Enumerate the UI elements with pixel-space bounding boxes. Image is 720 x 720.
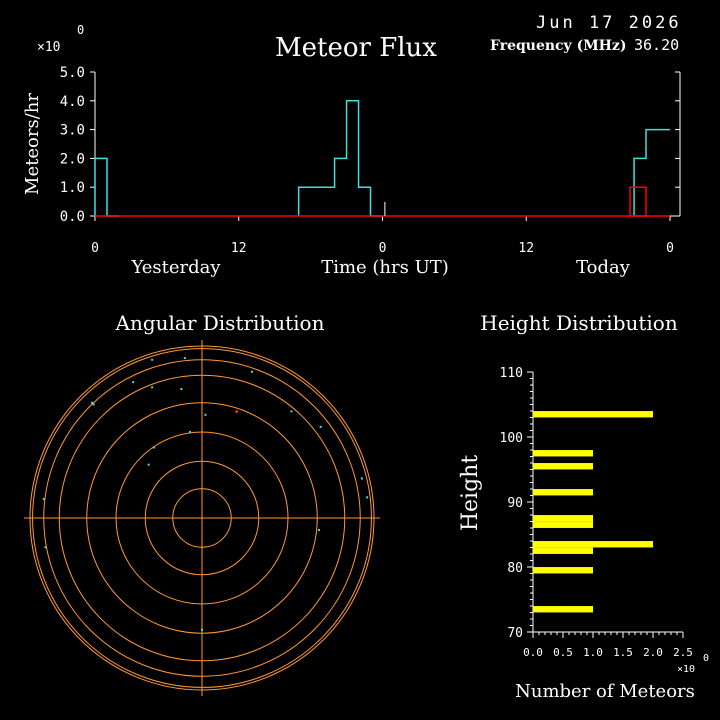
flux-current-hour-box <box>629 186 647 217</box>
height-bar <box>533 521 593 528</box>
height-exponent-power: 0 <box>703 653 709 664</box>
angular-chart <box>24 340 380 696</box>
height-x-tick-label: 0.5 <box>553 646 573 659</box>
angular-point <box>360 477 363 480</box>
height-x-tick-label: 0.0 <box>523 646 543 659</box>
angular-point <box>319 425 322 428</box>
angular-point-alt <box>235 410 238 413</box>
flux-exponent-power: 0 <box>77 23 84 37</box>
angular-point <box>42 498 45 501</box>
flux-series-line <box>94 100 670 217</box>
height-x-label: Number of Meteors <box>515 681 695 702</box>
height-title: Height Distribution <box>480 311 678 335</box>
height-y-tick-label: 80 <box>507 561 523 576</box>
flux-y-tick-label: 5.0 <box>60 65 85 81</box>
flux-x-tick-label: 12 <box>231 241 247 256</box>
angular-point <box>204 413 207 416</box>
height-bar <box>533 463 593 470</box>
height-y-tick-label: 70 <box>507 626 523 641</box>
height-x-tick-label: 1.0 <box>583 646 603 659</box>
angular-point <box>151 386 154 389</box>
angular-point <box>201 628 203 631</box>
angular-point <box>147 463 150 466</box>
flux-y-tick-label: 4.0 <box>60 94 85 110</box>
angular-point <box>250 370 253 373</box>
flux-y-label: Meteors/hr <box>22 93 43 195</box>
flux-exponent-base: ×10 <box>37 40 60 55</box>
angular-point <box>152 446 155 449</box>
angular-point <box>317 529 320 532</box>
flux-y-tick-label: 2.0 <box>60 151 85 167</box>
flux-x-label: Time (hrs UT) <box>321 257 449 278</box>
flux-chart: 0.0 1.0 2.0 3.0 4.0 5.0 0 12 0 12 0 Meteors/hr Ye… <box>22 65 681 278</box>
angular-point <box>90 401 93 404</box>
height-bar <box>533 606 593 613</box>
angular-point <box>44 546 47 549</box>
height-y-tick-label: 100 <box>500 431 523 446</box>
height-bar <box>533 450 593 457</box>
flux-y-tick-label: 3.0 <box>60 123 85 139</box>
flux-x-tick-label: 0 <box>91 241 99 256</box>
height-chart: 70 80 90 100 110 0.0 0.5 1.0 1.5 2.0 2.5 Height N… <box>458 366 709 702</box>
angular-point <box>366 496 369 499</box>
height-y-tick-label: 110 <box>500 366 523 381</box>
height-bar <box>533 567 593 574</box>
angular-point <box>290 410 293 413</box>
height-exponent-base: ×10 <box>677 664 695 675</box>
height-bar <box>533 541 653 548</box>
angular-point <box>183 357 186 360</box>
height-y-tick-label: 90 <box>507 496 523 511</box>
angular-point <box>151 358 154 361</box>
angular-title: Angular Distribution <box>115 311 325 335</box>
flux-today-label: Today <box>576 257 631 278</box>
height-bar <box>533 411 653 418</box>
flux-x-tick-label: 12 <box>518 241 534 256</box>
page-title: Meteor Flux <box>275 33 437 63</box>
angular-point <box>188 431 191 433</box>
height-bar <box>533 547 593 554</box>
height-x-tick-label: 2.0 <box>643 646 663 659</box>
frequency-value: 36.20 <box>634 36 679 54</box>
height-bar <box>533 489 593 496</box>
height-x-tick-label: 1.5 <box>613 646 633 659</box>
flux-y-tick-label: 1.0 <box>60 180 85 196</box>
flux-yesterday-label: Yesterday <box>130 257 221 278</box>
angular-point <box>180 388 183 390</box>
height-bar <box>533 515 593 522</box>
angular-point <box>92 403 95 406</box>
frequency-label: Frequency (MHz) <box>490 38 627 54</box>
flux-x-tick-label: 0 <box>379 241 387 256</box>
angular-point <box>132 381 135 384</box>
flux-x-tick-label: 0 <box>666 241 674 256</box>
date-label: Jun 17 2026 <box>536 13 682 33</box>
height-x-tick-label: 2.5 <box>673 646 693 659</box>
flux-y-tick-label: 0.0 <box>60 209 85 225</box>
height-y-label: Height <box>458 455 483 531</box>
